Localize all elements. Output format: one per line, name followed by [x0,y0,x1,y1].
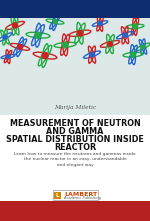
Circle shape [3,35,7,39]
Bar [0,0,150,18]
Circle shape [141,45,145,49]
Circle shape [62,42,68,48]
Circle shape [123,33,127,37]
Text: Academic Publishing: Academic Publishing [64,196,101,200]
Text: LAMBERT: LAMBERT [64,192,97,197]
Circle shape [108,42,112,46]
Circle shape [130,52,135,57]
Bar [0,18,150,115]
Circle shape [18,44,22,49]
Text: Marija Miletic: Marija Miletic [54,105,96,110]
Circle shape [53,20,57,24]
Circle shape [90,52,94,57]
Text: Learn how to measure the neutrons and gammas inside
the nuclear reactor in an ea: Learn how to measure the neutrons and ga… [14,152,136,167]
Text: L: L [56,193,59,198]
Bar [0,201,150,221]
Circle shape [35,32,41,38]
Text: MEASUREMENT OF NEUTRON: MEASUREMENT OF NEUTRON [10,119,140,128]
Text: AND GAMMA: AND GAMMA [46,127,104,136]
Text: SPATIAL DISTRIBUTION INSIDE: SPATIAL DISTRIBUTION INSIDE [6,135,144,144]
Circle shape [12,23,18,28]
FancyBboxPatch shape [52,190,98,200]
Circle shape [42,53,48,59]
Bar [54,192,61,199]
Circle shape [98,21,102,25]
Bar [0,115,150,201]
Circle shape [77,30,83,36]
Circle shape [132,24,138,29]
Text: REACTOR: REACTOR [54,143,96,152]
Circle shape [6,55,10,58]
